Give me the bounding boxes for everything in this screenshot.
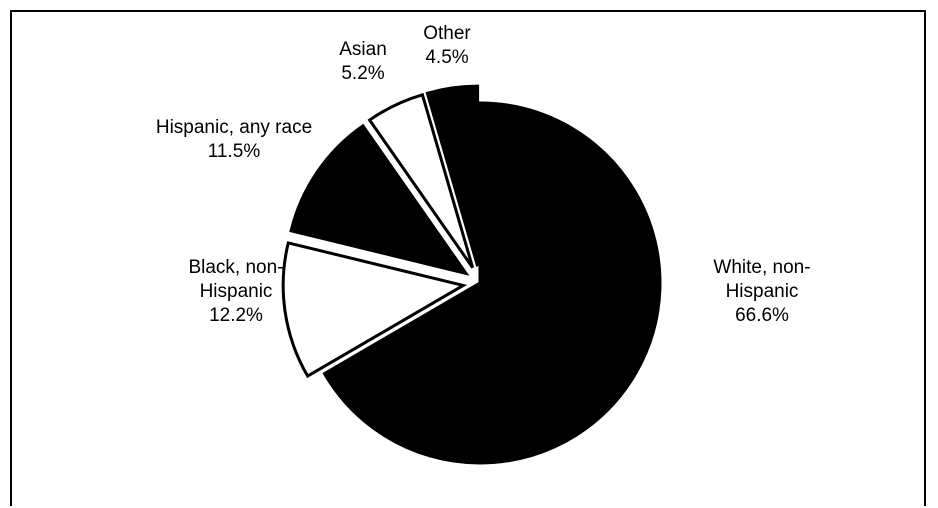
pie-slice-2 [289,123,470,276]
slice-category-label: Hispanic, any race [156,117,312,138]
slice-value-label: 11.5% [208,141,261,162]
slice-label-3: Asian 5.2% [339,39,387,84]
pie-labels: White, non- Hispanic 66.6% Black, non- Hispa… [156,23,811,326]
slice-value-label: 5.2% [341,63,384,84]
pie-slice-4 [425,84,480,267]
slice-label-2: Hispanic, any race 11.5% [156,117,312,162]
slice-value-label: 4.5% [425,47,468,68]
slice-category-label: White, non- [713,257,810,278]
pie-slice-1 [281,241,468,379]
pie-slice-0 [322,101,662,465]
slice-category-label: Black, non- [188,257,283,278]
slice-category-label: Asian [339,39,387,60]
slice-label-4: Other 4.5% [423,23,471,68]
slice-category-label: Other [423,23,471,44]
pie-slice-3 [367,92,475,269]
slice-category-label: Hispanic [200,281,273,302]
pie-slices [281,84,662,465]
slice-label-0: White, non- Hispanic 66.6% [713,257,810,326]
slice-label-1: Black, non- Hispanic 12.2% [188,257,283,326]
slice-value-label: 12.2% [209,305,263,326]
slice-value-label: 66.6% [735,305,789,326]
slice-category-label: Hispanic [726,281,799,302]
